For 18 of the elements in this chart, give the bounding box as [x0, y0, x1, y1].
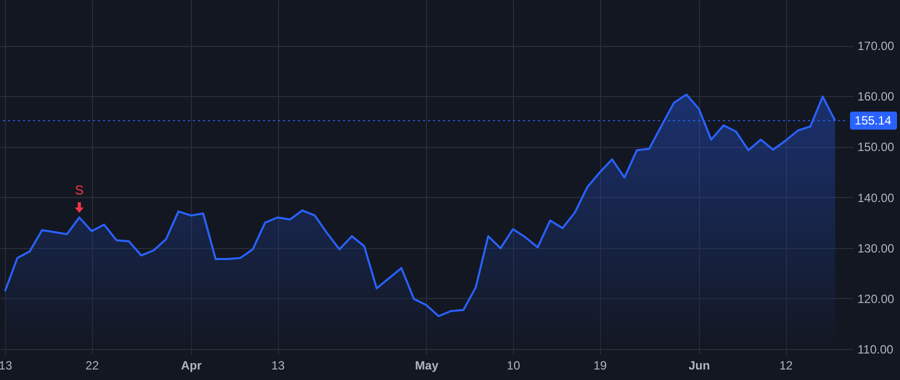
x-tick-label: 12: [779, 358, 794, 372]
y-tick-label: 160.00: [858, 90, 895, 104]
x-tick-label: Apr: [180, 358, 202, 372]
x-tick-label: Jun: [688, 358, 710, 372]
y-tick-label: 130.00: [858, 241, 895, 256]
x-tick-label: 22: [86, 358, 100, 372]
ref-line-label: 155.14: [854, 114, 892, 128]
annotation: S: [74, 182, 84, 198]
y-tick-label: 150.00: [858, 140, 895, 154]
x-tick-label: 13: [0, 358, 12, 372]
x-tick-label: 13: [271, 358, 286, 372]
x-tick-label: May: [415, 358, 439, 372]
x-tick-label: 10: [506, 358, 520, 372]
y-tick-label: 120.00: [858, 292, 895, 306]
y-tick-label: 140.00: [858, 190, 895, 205]
y-tick-label: 170.00: [858, 39, 895, 54]
x-tick-label: 19: [594, 358, 608, 372]
y-tick-label: 110.00: [858, 342, 894, 356]
